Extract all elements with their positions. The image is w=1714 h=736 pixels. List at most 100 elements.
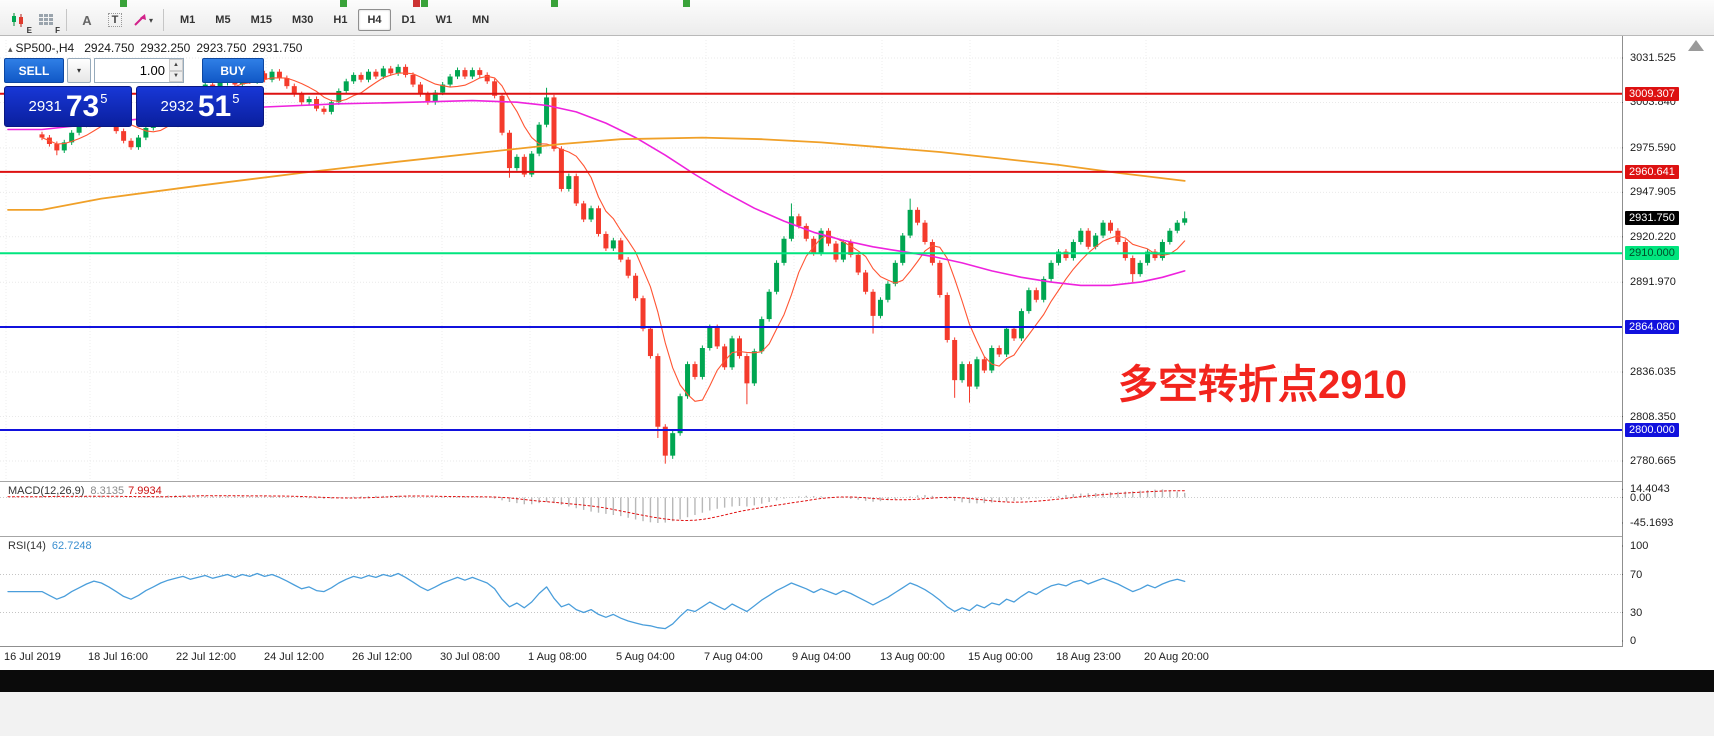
candle-body [1078,230,1084,242]
candle-body [314,99,320,109]
candle-body [818,230,824,254]
candle-body [952,339,958,381]
level-price-label: 2864.080 [1625,320,1679,334]
rsi-axis-label: 30 [1630,606,1643,619]
candle-body [581,203,587,220]
toolbar-separator [163,9,164,31]
time-axis-label: 15 Aug 00:00 [968,651,1033,663]
candle-body [276,71,282,79]
label-tool-glyph: A [82,12,92,28]
candle-body [1033,290,1039,300]
symbol-ohlc-bar: ▴ SP500-,H4 2924.750 2932.250 2923.750 2931.7… [8,41,308,55]
ohlc-open-value: 2924.750 [84,41,135,55]
price-axis-label: 3031.525 [1630,52,1676,64]
candle-body [1182,218,1188,223]
candle-body [692,364,698,377]
candle-body [388,68,394,74]
one-click-trading-panel: SELL ▾ ▲ ▼ BUY 2931 73 5 2932 51 5 [4,58,264,127]
candle-body [670,433,676,456]
candle-body [959,364,965,381]
candle-body [365,71,371,80]
timeframe-button-h1[interactable]: H1 [333,14,348,26]
macd-axis-label: 0.00 [1630,491,1652,504]
chevron-down-icon: ▾ [76,66,81,75]
sell-price-main: 73 [65,89,100,123]
ma-mid-line [7,99,1186,287]
candle-body [1026,290,1032,312]
timeframe-button-m1[interactable]: M1 [180,14,196,26]
buy-price-display[interactable]: 2932 51 5 [136,86,264,127]
candle-body [455,70,461,77]
macd-axis-label: 14.4043 [1630,483,1670,496]
macd-name: MACD(12,26,9) [8,485,85,497]
rsi-axis-label: 70 [1630,568,1643,581]
candle-body [967,364,972,387]
candle-body [1004,328,1010,355]
candle-body [892,262,898,284]
candle-body [1048,262,1054,279]
chart-shift-marker-icon[interactable] [1688,40,1704,51]
candle-body [328,102,334,112]
symbol-marker-icon: ▴ [8,44,13,54]
label-tool-button[interactable]: A [74,7,100,33]
candle-body [143,127,149,138]
candle-body [128,140,134,148]
macd-axis-label: -45.1693 [1630,516,1674,529]
candle-body [425,94,431,103]
shapes-dropdown-button[interactable]: ▾ [130,7,156,33]
time-axis-label: 18 Aug 23:00 [1056,651,1121,663]
candle-body [863,272,869,292]
timeframe-button-w1[interactable]: W1 [435,14,453,26]
volume-increase-button[interactable]: ▲ [169,59,183,71]
trade-controls-row: SELL ▾ ▲ ▼ BUY [4,58,264,83]
candle-body [373,71,379,77]
sell-price-display[interactable]: 2931 73 5 [4,86,132,127]
candle-body [840,241,846,260]
macd-layer [0,489,1622,523]
timeframe-button-group: M1 M5 M15 M30 H1 H4 D1 W1 MN [170,9,499,31]
candle-body [848,241,854,255]
rsi-indicator-label: RSI(14) 62.7248 [8,540,92,552]
candlestick-chart-button[interactable]: E [5,7,32,35]
candle-body [655,356,661,427]
candle-body [291,86,297,95]
icon-badge-e: E [26,26,32,35]
buy-button[interactable]: BUY [202,58,264,83]
time-axis-label: 13 Aug 00:00 [880,651,945,663]
text-tool-button[interactable]: T [102,7,128,33]
candle-body [981,359,987,371]
candle-body [788,216,794,239]
candle-body [907,209,913,236]
sell-button[interactable]: SELL [4,58,64,83]
candle-body [380,68,386,77]
main-toolbar: E F A T ▾ M1 M5 M15 M30 [0,0,1714,36]
price-axis-label: 2780.665 [1630,455,1676,467]
top-edge-marker [683,0,690,7]
level-price-label: 3009.307 [1625,86,1679,101]
grid-view-button[interactable]: F [33,7,60,35]
volume-decrease-button[interactable]: ▼ [169,70,183,82]
candle-body [1056,251,1062,263]
timeframe-button-m5[interactable]: M5 [215,14,231,26]
candle-body [69,132,75,143]
candle-body [1130,258,1136,275]
trade-prices-row: 2931 73 5 2932 51 5 [4,86,264,127]
candle-body [900,235,906,263]
candle-body [1070,241,1076,259]
timeframe-button-h4[interactable]: H4 [358,9,391,31]
time-axis-label: 5 Aug 04:00 [616,651,675,663]
price-axis-label: 2808.350 [1630,410,1676,423]
candle-body [1137,262,1143,275]
timeframe-button-m30[interactable]: M30 [291,14,314,26]
time-axis[interactable]: 16 Jul 2019 18 Jul 16:00 22 Jul 12:00 24 Ju… [0,647,1622,670]
timeframe-button-mn[interactable]: MN [472,14,490,26]
sell-price-sup: 5 [100,91,108,106]
candle-body [410,74,416,85]
timeframe-button-d1[interactable]: D1 [401,14,416,26]
order-type-dropdown[interactable]: ▾ [67,58,91,83]
candle-body [521,156,527,175]
sell-price-prefix: 2931 [28,98,62,115]
timeframe-button-m15[interactable]: M15 [250,14,272,26]
price-axis[interactable]: 3031.525 3003.840 2975.590 2947.905 2920.220… [1623,36,1714,670]
